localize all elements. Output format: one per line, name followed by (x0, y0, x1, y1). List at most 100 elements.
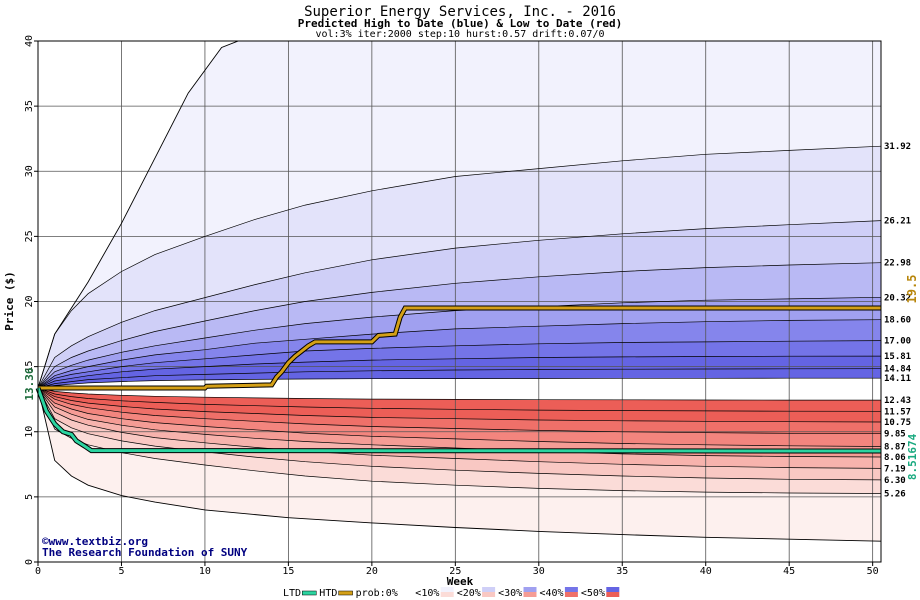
quantile-label-8.06: 8.06 (884, 453, 906, 463)
x-axis-label: Week (447, 575, 474, 588)
quantile-line-8.06 (37, 387, 882, 458)
y-tick-label-10: 10 (24, 426, 35, 438)
quantile-label-18.60: 18.60 (884, 316, 911, 326)
legend-label-1: HTD (319, 588, 337, 599)
probability-bands (38, 41, 881, 542)
watermark-line-1: ©www.textbiz.org (42, 535, 148, 548)
legend-swatch-band-4-bottom (482, 592, 496, 597)
y-axis-label: Price ($) (3, 271, 16, 331)
x-tick-label-30: 30 (533, 566, 545, 577)
y-tick-label-0: 0 (24, 559, 35, 565)
quantile-line-8.87 (37, 387, 882, 447)
x-tick-label-50: 50 (867, 566, 879, 577)
legend-swatch-band-4-top (482, 587, 496, 592)
band-high-5 (38, 319, 881, 388)
legend-swatch-htd (338, 590, 353, 596)
legend-swatch-band-3-top (440, 587, 454, 592)
quantile-line-22.98 (37, 262, 882, 389)
x-tick-label-40: 40 (700, 566, 712, 577)
legend-swatch-band-6-bottom (564, 592, 578, 597)
quantile-line-10.75 (37, 387, 882, 423)
quantile-line-18.60 (37, 319, 882, 389)
ltd-final-label: 8.51674 (906, 433, 919, 480)
x-tick-label-5: 5 (118, 566, 124, 577)
quantile-line-12.43 (37, 387, 881, 401)
legend-label-7: <50% (581, 588, 605, 599)
x-tick-label-15: 15 (282, 566, 294, 577)
band-high-4 (38, 297, 881, 388)
legend-label-3: <10% (415, 588, 439, 599)
chart-title: Superior Energy Services, Inc. - 2016 (304, 4, 616, 20)
quantile-line-31.92 (37, 145, 882, 389)
band-low-4 (38, 388, 881, 447)
legend-label-6: <40% (540, 588, 564, 599)
axes-ticks: 0 5 10 15 20 25 30 35 40 45 50 0 5 10 15 20 25 30 35 40 (24, 35, 879, 577)
quantile-label-6.30: 6.30 (884, 476, 906, 486)
legend: LTD HTD prob:0% <10% <20% <30% <40% <50% (283, 587, 620, 599)
watermark: ©www.textbiz.org The Research Foundation… (42, 535, 248, 559)
legend-swatch-band-2-bottom (399, 592, 413, 597)
band-high-7 (38, 356, 881, 388)
chart-subtitle: Predicted High to Date (blue) & Low to D… (298, 17, 623, 30)
quantile-label-5.26: 5.26 (884, 489, 906, 499)
legend-label-5: <30% (498, 588, 522, 599)
watermark-line-2: The Research Foundation of SUNY (42, 546, 248, 559)
grid-lines (38, 41, 881, 562)
x-tick-label-45: 45 (783, 566, 795, 577)
quantile-label-14.84: 14.84 (884, 365, 912, 375)
quantile-label-12.43: 12.43 (884, 396, 911, 406)
quantile-label-14.11: 14.11 (884, 374, 911, 384)
quantile-label-7.19: 7.19 (884, 464, 906, 474)
quantile-label-10.75: 10.75 (884, 418, 911, 428)
quantile-lines (37, 40, 882, 542)
y-tick-label-40: 40 (24, 35, 35, 47)
y-tick-label-30: 30 (24, 165, 35, 177)
legend-swatch-band-7-top (606, 587, 620, 592)
x-tick-label-0: 0 (35, 566, 41, 577)
quantile-label-26.21: 26.21 (884, 217, 911, 227)
series-lines (35, 305, 882, 454)
band-low-outer (38, 388, 881, 542)
band-low-8 (38, 388, 881, 494)
legend-swatch-band-5-top (523, 587, 537, 592)
legend-swatch-band-5-bottom (523, 592, 537, 597)
y-tick-label-15: 15 (24, 361, 35, 373)
quantile-label-31.92: 31.92 (884, 142, 911, 152)
start-price-label: 13.36 (23, 367, 36, 400)
quantile-line-6.30 (37, 387, 882, 481)
band-low-7 (38, 388, 881, 480)
y-tick-label-20: 20 (24, 295, 35, 307)
band-low-2 (38, 388, 881, 422)
legend-label-0: LTD (283, 588, 301, 599)
legend-swatch-band-6-top (564, 587, 578, 592)
band-high-6 (38, 340, 881, 388)
x-tick-label-35: 35 (616, 566, 628, 577)
y-tick-label-5: 5 (24, 494, 35, 500)
quantile-label-17.00: 17.00 (884, 337, 911, 347)
htd-line (38, 306, 881, 390)
htd-final-label: 19.5 (905, 275, 919, 304)
quantile-label-8.87: 8.87 (884, 442, 906, 452)
outer-low-line (37, 387, 882, 542)
band-high-outer (38, 41, 881, 388)
x-tick-label-10: 10 (199, 566, 211, 577)
copyright-icon: © (42, 535, 49, 548)
legend-label-2: prob:0% (356, 588, 398, 599)
quantile-label-11.57: 11.57 (884, 407, 911, 417)
quantile-line-11.57 (37, 387, 882, 412)
quantile-label-22.98: 22.98 (884, 259, 911, 269)
legend-swatch-band-2-top (399, 587, 413, 592)
y-tick-label-25: 25 (24, 230, 35, 242)
quantile-line-15.81 (37, 355, 882, 389)
quantile-label-20.32: 20.32 (884, 293, 911, 303)
x-tick-label-20: 20 (366, 566, 378, 577)
quantile-label-15.81: 15.81 (884, 352, 911, 362)
band-low-3 (38, 388, 881, 434)
quantile-value-labels: 31.92 26.21 22.98 20.32 18.60 17.00 15.81 14.84… (884, 142, 912, 499)
quantile-line-20.32 (37, 296, 882, 389)
quantile-label-9.85: 9.85 (884, 430, 906, 440)
outer-high-line (37, 40, 881, 389)
legend-swatch-band-7-bottom (606, 592, 620, 597)
legend-swatch-ltd (302, 590, 317, 596)
